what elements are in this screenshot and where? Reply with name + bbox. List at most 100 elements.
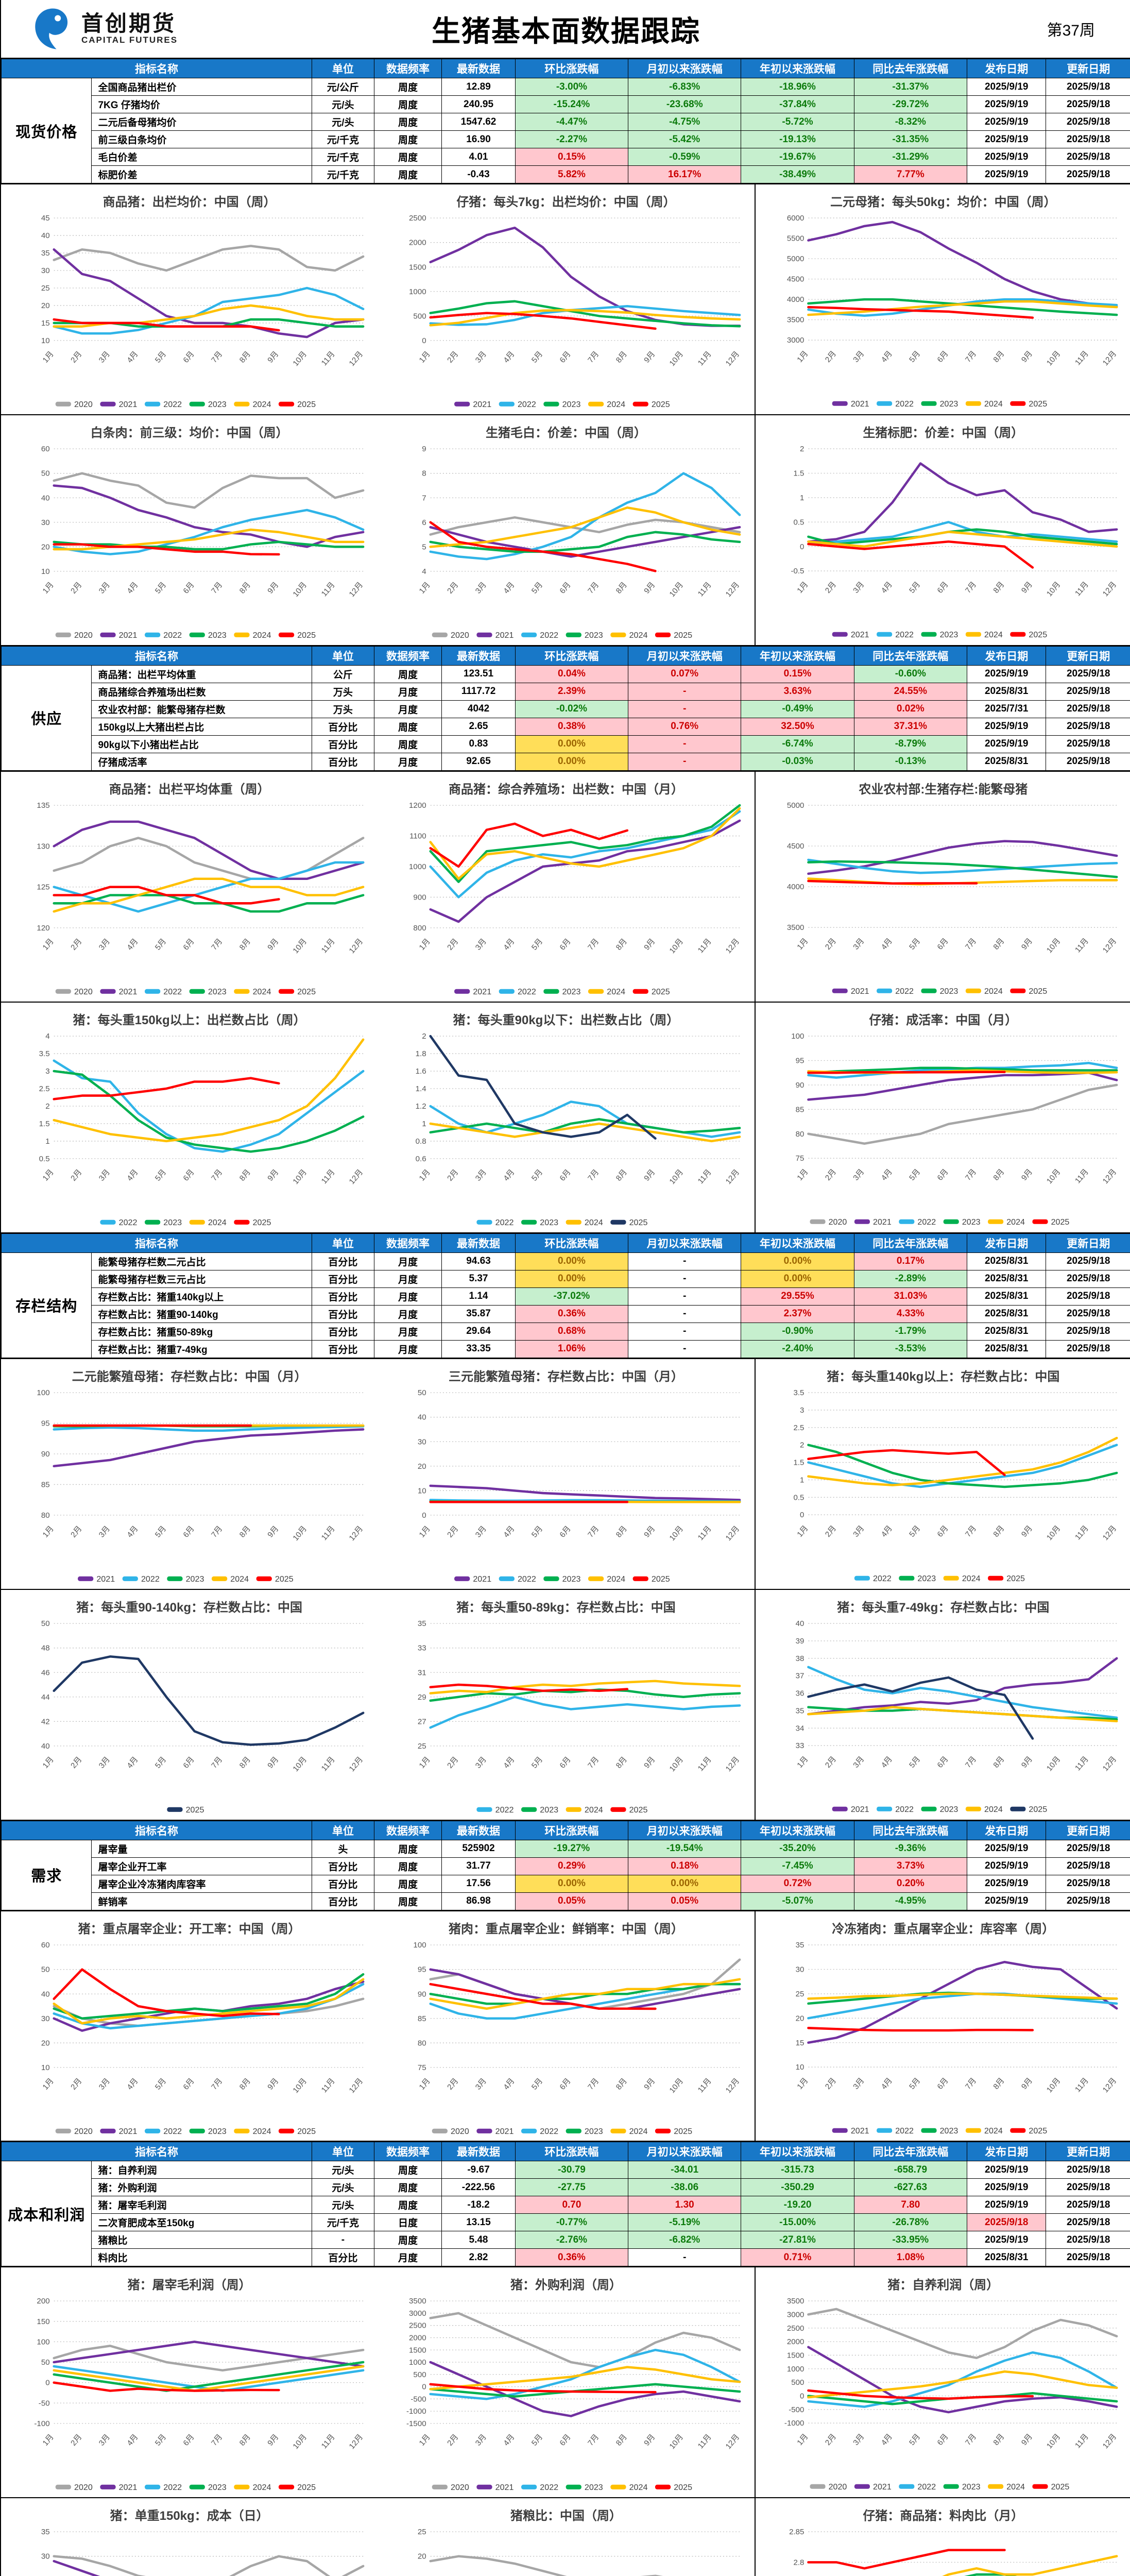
col-header: 最新数据 bbox=[441, 645, 516, 666]
svg-text:9月: 9月 bbox=[1020, 2432, 1034, 2447]
legend-label: 2025 bbox=[186, 1805, 204, 1814]
legend-swatch bbox=[921, 2128, 937, 2133]
svg-text:8月: 8月 bbox=[614, 350, 629, 365]
svg-text:90: 90 bbox=[418, 1990, 426, 1998]
chart-title: 农业农村部:生猪存栏:能繁母猪 bbox=[859, 782, 1028, 796]
legend-swatch bbox=[854, 1575, 870, 1581]
svg-text:11月: 11月 bbox=[320, 937, 337, 955]
svg-text:8月: 8月 bbox=[614, 2433, 629, 2448]
legend-label: 2021 bbox=[495, 2126, 514, 2136]
svg-text:3月: 3月 bbox=[851, 937, 866, 952]
svg-text:3月: 3月 bbox=[97, 581, 112, 596]
cell-change: - bbox=[628, 1322, 742, 1341]
legend-swatch bbox=[943, 1575, 959, 1581]
svg-text:12月: 12月 bbox=[724, 350, 742, 368]
legend-swatch bbox=[278, 401, 295, 406]
cell-name: 屠宰企业开工率 bbox=[91, 1857, 313, 1875]
svg-text:6月: 6月 bbox=[935, 2076, 950, 2091]
svg-text:37: 37 bbox=[795, 1671, 804, 1680]
section-label: 供应 bbox=[1, 665, 92, 771]
cell-change: -0.49% bbox=[741, 700, 854, 718]
cell-name: 商品猪综合养殖场出栏数 bbox=[91, 682, 313, 701]
svg-text:500: 500 bbox=[414, 312, 426, 320]
svg-text:8月: 8月 bbox=[238, 350, 252, 365]
cell-freq: 月度 bbox=[373, 2248, 442, 2267]
svg-text:8月: 8月 bbox=[991, 2076, 1006, 2091]
chart: 猪：每头重90-140kg：存栏数占比：中国 50 48 46 44 42 40 1月 2月 3月… bbox=[1, 1590, 378, 1820]
svg-text:3000: 3000 bbox=[787, 336, 804, 345]
svg-text:12月: 12月 bbox=[1101, 349, 1118, 367]
legend-label: 2025 bbox=[1051, 2482, 1069, 2492]
cell-publish-date: 2025/9/19 bbox=[966, 1857, 1047, 1875]
svg-text:0.5: 0.5 bbox=[793, 1493, 804, 1502]
svg-text:85: 85 bbox=[418, 2014, 426, 2023]
legend-swatch bbox=[454, 1576, 470, 1581]
svg-text:0.6: 0.6 bbox=[416, 1155, 426, 1163]
line-chart: 35 30 25 20 15 10 1月 2月 3月 4月 5月 6月 7月 8月 9月 10月 11月 12月 2… bbox=[795, 1941, 1118, 2136]
legend-label: 2021 bbox=[119, 400, 138, 409]
svg-text:2: 2 bbox=[422, 1032, 426, 1041]
legend-swatch bbox=[521, 2128, 537, 2133]
svg-text:12月: 12月 bbox=[348, 1524, 365, 1542]
svg-text:6月: 6月 bbox=[558, 2076, 573, 2091]
svg-text:2月: 2月 bbox=[446, 937, 460, 952]
svg-text:-1000: -1000 bbox=[784, 2419, 804, 2428]
svg-text:2月: 2月 bbox=[824, 580, 838, 595]
section-存栏结构: 指标名称 单位 数据频率 最新数据 环比涨跌幅 月初以来涨跌幅 年初以来涨跌幅 同比去年涨跌幅… bbox=[1, 1232, 1130, 1820]
svg-text:6月: 6月 bbox=[182, 2076, 196, 2091]
legend-swatch bbox=[943, 1219, 959, 1224]
legend-label: 2022 bbox=[518, 987, 536, 996]
svg-text:80: 80 bbox=[41, 1511, 50, 1520]
series-2020 bbox=[429, 2555, 662, 2576]
cell-change: -5.72% bbox=[741, 113, 854, 131]
cell-publish-date: 2025/8/31 bbox=[966, 1304, 1047, 1323]
svg-text:4: 4 bbox=[422, 567, 426, 576]
svg-text:8月: 8月 bbox=[991, 937, 1006, 952]
series-2024 bbox=[807, 1436, 1118, 1486]
cell-unit: 百分比 bbox=[312, 1252, 374, 1270]
svg-text:4月: 4月 bbox=[879, 937, 894, 952]
cell-publish-date: 2025/8/31 bbox=[966, 682, 1047, 701]
cell-name: 二元后备母猪均价 bbox=[91, 113, 313, 131]
svg-text:8月: 8月 bbox=[991, 580, 1006, 595]
svg-text:9: 9 bbox=[422, 445, 426, 453]
charts-row: 猪：屠宰毛利润（周） 200 150 100 50 0 -50 -100 1月 2月 3月 4月 5月 6… bbox=[1, 2266, 1130, 2498]
legend-swatch bbox=[965, 632, 981, 637]
cell-publish-date: 2025/9/19 bbox=[966, 735, 1047, 753]
cell-name: 猪：屠宰毛利润 bbox=[91, 2196, 313, 2214]
col-header: 月初以来涨跌幅 bbox=[628, 1232, 742, 1253]
legend-label: 2024 bbox=[607, 1574, 626, 1584]
legend-label: 2023 bbox=[917, 1573, 936, 1583]
svg-text:10月: 10月 bbox=[668, 2076, 686, 2094]
series-2025 bbox=[53, 1077, 280, 1100]
cell-publish-date: 2025/9/19 bbox=[966, 130, 1047, 148]
legend-swatch bbox=[454, 401, 470, 406]
chart: 商品猪：出栏均价：中国（周） 45 40 35 30 25 20 15 10 1月 2月 3月 4月 5月… bbox=[1, 184, 378, 414]
legend-swatch bbox=[167, 1807, 183, 1812]
cell-latest: 94.63 bbox=[441, 1252, 516, 1270]
charts-row: 猪：重点屠宰企业：开工率：中国（周） 60 50 40 30 20 10 1月 2月 3月 4月 5月… bbox=[1, 1910, 1130, 2141]
svg-text:6000: 6000 bbox=[787, 214, 804, 223]
svg-text:9月: 9月 bbox=[1020, 349, 1034, 364]
svg-text:4月: 4月 bbox=[502, 2433, 517, 2448]
svg-text:9月: 9月 bbox=[266, 2433, 280, 2448]
cell-publish-date: 2025/8/31 bbox=[966, 1252, 1047, 1270]
svg-text:2500: 2500 bbox=[787, 2324, 804, 2333]
cell-latest: -9.67 bbox=[441, 2161, 516, 2179]
svg-text:4000: 4000 bbox=[787, 883, 804, 891]
svg-text:1月: 1月 bbox=[41, 2076, 56, 2091]
svg-text:7月: 7月 bbox=[210, 937, 224, 952]
svg-text:60: 60 bbox=[41, 1941, 50, 1950]
svg-text:7月: 7月 bbox=[586, 2433, 601, 2448]
cell-update-date: 2025/9/18 bbox=[1046, 2248, 1130, 2267]
svg-text:2月: 2月 bbox=[446, 1167, 460, 1182]
series-2021 bbox=[53, 820, 365, 880]
svg-text:9月: 9月 bbox=[1020, 580, 1034, 595]
brand-name: 首创期货 bbox=[81, 11, 177, 36]
cell-latest: 0.83 bbox=[441, 735, 516, 753]
cell-change: -4.47% bbox=[515, 113, 629, 131]
line-chart: 3.5 3 2.5 2 1.5 1 0.5 0 1月 2月 3月 4月 5月 6月 7月 8月 9月 10月 11月… bbox=[793, 1388, 1118, 1583]
table-row: 仔猪成活率 百分比 月度 92.65 0.00% - -0.03% -0.13% 2025/8/… bbox=[2, 752, 1130, 771]
table-row: 存栏结构 能繁母猪存栏数二元占比 百分比 月度 94.63 0.00% -0.00% 0.17… bbox=[1, 1252, 1130, 1358]
svg-text:2: 2 bbox=[45, 1102, 49, 1111]
